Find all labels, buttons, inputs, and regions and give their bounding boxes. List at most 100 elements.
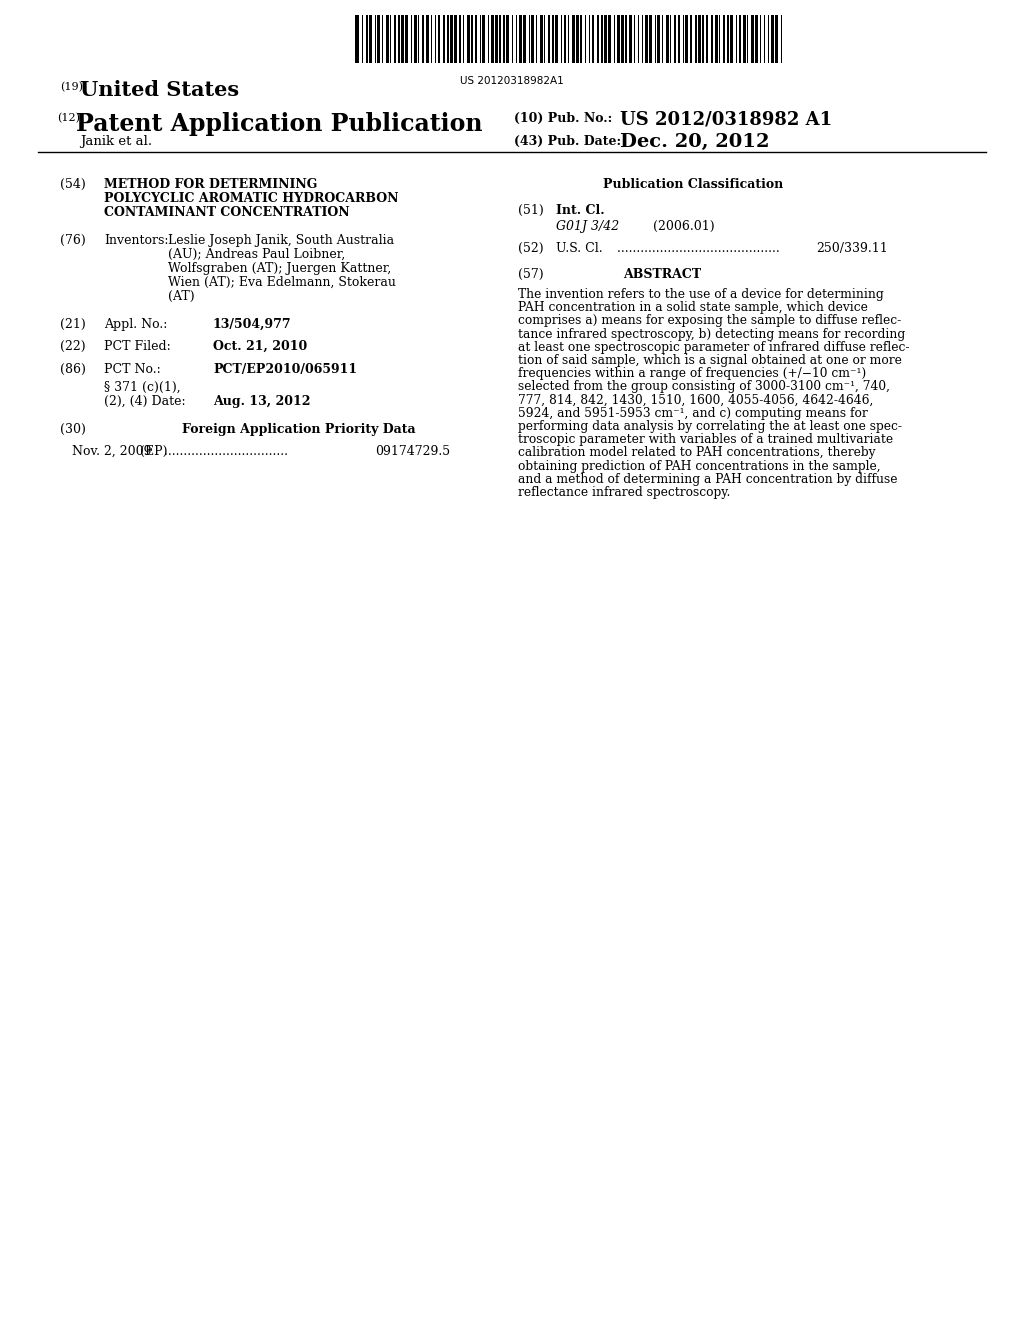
Text: tion of said sample, which is a signal obtained at one or more: tion of said sample, which is a signal o… — [518, 354, 902, 367]
Bar — [614, 15, 615, 63]
Text: selected from the group consisting of 3000-3100 cm⁻¹, 740,: selected from the group consisting of 30… — [518, 380, 890, 393]
Bar — [621, 15, 624, 63]
Text: Inventors:: Inventors: — [104, 234, 169, 247]
Text: PAH concentration in a solid state sample, which device: PAH concentration in a solid state sampl… — [518, 301, 868, 314]
Bar — [523, 15, 525, 63]
Bar — [504, 15, 505, 63]
Text: (2), (4) Date:: (2), (4) Date: — [104, 395, 185, 408]
Bar — [561, 15, 562, 63]
Text: Nov. 2, 2009: Nov. 2, 2009 — [72, 445, 152, 458]
Bar — [567, 15, 569, 63]
Bar — [455, 15, 457, 63]
Bar — [645, 15, 647, 63]
Text: (54): (54) — [60, 178, 86, 191]
Text: (76): (76) — [60, 234, 86, 247]
Bar — [730, 15, 733, 63]
Bar — [431, 15, 432, 63]
Bar — [406, 15, 409, 63]
Bar — [475, 15, 477, 63]
Text: Int. Cl.: Int. Cl. — [556, 205, 604, 216]
Bar — [654, 15, 656, 63]
Bar — [634, 15, 635, 63]
Bar — [540, 15, 543, 63]
Bar — [555, 15, 558, 63]
Bar — [552, 15, 554, 63]
Bar — [702, 15, 703, 63]
Text: (12): (12) — [57, 114, 80, 123]
Text: ................................: ................................ — [160, 445, 288, 458]
Bar — [674, 15, 676, 63]
Bar — [506, 15, 509, 63]
Bar — [738, 15, 741, 63]
Text: Foreign Application Priority Data: Foreign Application Priority Data — [182, 422, 416, 436]
Bar — [768, 15, 769, 63]
Bar — [666, 15, 669, 63]
Text: Publication Classification: Publication Classification — [603, 178, 783, 191]
Text: (22): (22) — [60, 341, 86, 352]
Text: G01J 3/42: G01J 3/42 — [556, 220, 620, 234]
Bar — [463, 15, 464, 63]
Text: Wien (AT); Eva Edelmann, Stokerau: Wien (AT); Eva Edelmann, Stokerau — [168, 276, 396, 289]
Text: (30): (30) — [60, 422, 86, 436]
Bar — [736, 15, 737, 63]
Bar — [528, 15, 530, 63]
Text: 250/339.11: 250/339.11 — [816, 242, 888, 255]
Bar — [719, 15, 721, 63]
Bar — [459, 15, 462, 63]
Text: (AU); Andreas Paul Loibner,: (AU); Andreas Paul Loibner, — [168, 248, 345, 261]
Bar — [662, 15, 663, 63]
Bar — [519, 15, 521, 63]
Bar — [516, 15, 517, 63]
Bar — [746, 15, 749, 63]
Bar — [479, 15, 481, 63]
Bar — [378, 15, 380, 63]
Bar — [742, 15, 745, 63]
Bar — [577, 15, 579, 63]
Text: 13/504,977: 13/504,977 — [213, 318, 292, 331]
Bar — [723, 15, 725, 63]
Text: Patent Application Publication: Patent Application Publication — [76, 112, 482, 136]
Bar — [414, 15, 417, 63]
Bar — [683, 15, 684, 63]
Bar — [548, 15, 550, 63]
Bar — [698, 15, 700, 63]
Text: 5924, and 5951-5953 cm⁻¹, and c) computing means for: 5924, and 5951-5953 cm⁻¹, and c) computi… — [518, 407, 867, 420]
Bar — [670, 15, 672, 63]
Text: (10) Pub. No.:: (10) Pub. No.: — [514, 112, 612, 125]
Text: (43) Pub. Date:: (43) Pub. Date: — [514, 135, 622, 148]
Text: PCT Filed:: PCT Filed: — [104, 341, 171, 352]
Bar — [727, 15, 729, 63]
Text: Oct. 21, 2010: Oct. 21, 2010 — [213, 341, 307, 352]
Bar — [592, 15, 594, 63]
Bar — [471, 15, 473, 63]
Bar — [638, 15, 639, 63]
Bar — [715, 15, 718, 63]
Bar — [355, 15, 359, 63]
Text: frequencies within a range of frequencies (+/−10 cm⁻¹): frequencies within a range of frequencie… — [518, 367, 866, 380]
Bar — [764, 15, 765, 63]
Bar — [422, 15, 424, 63]
Bar — [604, 15, 607, 63]
Bar — [626, 15, 627, 63]
Text: (52): (52) — [518, 242, 544, 255]
Bar — [771, 15, 773, 63]
Text: Aug. 13, 2012: Aug. 13, 2012 — [213, 395, 310, 408]
Text: United States: United States — [80, 81, 240, 100]
Bar — [630, 15, 632, 63]
Text: Leslie Joseph Janik, South Australia: Leslie Joseph Janik, South Australia — [168, 234, 394, 247]
Bar — [411, 15, 413, 63]
Bar — [512, 15, 513, 63]
Text: (EP): (EP) — [140, 445, 168, 458]
Bar — [616, 15, 620, 63]
Text: US 2012/0318982 A1: US 2012/0318982 A1 — [620, 111, 833, 129]
Bar — [711, 15, 714, 63]
Text: Dec. 20, 2012: Dec. 20, 2012 — [620, 133, 769, 150]
Text: PCT/EP2010/065911: PCT/EP2010/065911 — [213, 363, 357, 376]
Bar — [426, 15, 429, 63]
Text: ..........................................: ........................................… — [613, 242, 779, 255]
Text: troscopic parameter with variables of a trained multivariate: troscopic parameter with variables of a … — [518, 433, 893, 446]
Bar — [488, 15, 489, 63]
Bar — [467, 15, 470, 63]
Bar — [685, 15, 688, 63]
Bar — [657, 15, 660, 63]
